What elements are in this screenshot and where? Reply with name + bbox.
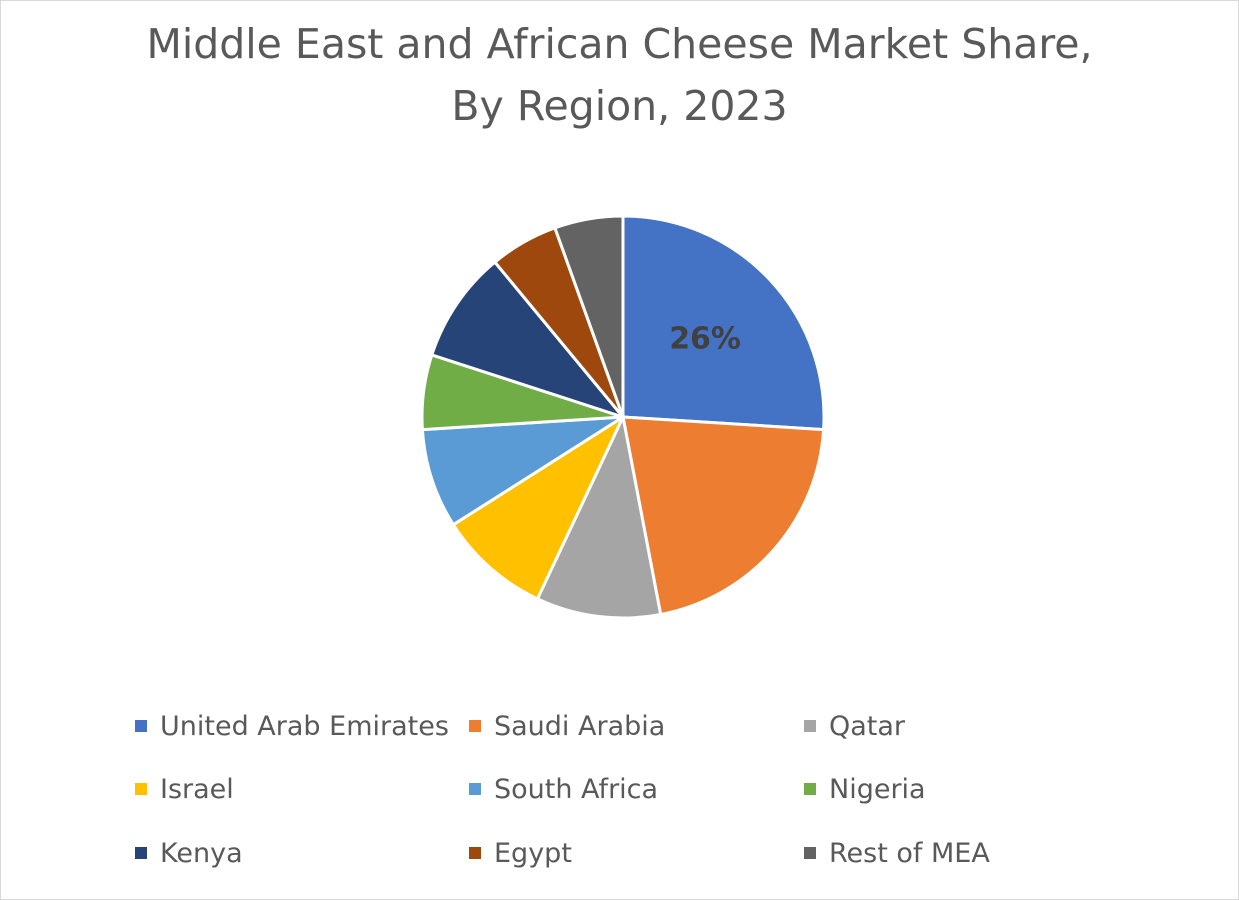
legend-label-qatar: Qatar bbox=[829, 710, 906, 742]
legend-swatch-qatar bbox=[804, 720, 816, 732]
pie-slice-qatar bbox=[535, 415, 663, 620]
legend-swatch-israel bbox=[135, 783, 147, 795]
chart-title-line-1: Middle East and African Cheese Market Sh… bbox=[146, 20, 1093, 68]
legend-label-united-arab-emirates: United Arab Emirates bbox=[160, 710, 449, 742]
legend-swatch-kenya bbox=[135, 847, 147, 859]
pie-slice-south-africa bbox=[420, 415, 625, 527]
legend-swatch-nigeria bbox=[804, 783, 816, 795]
legend-label-saudi-arabia: Saudi Arabia bbox=[494, 710, 666, 742]
pie-slice-saudi-arabia bbox=[621, 415, 826, 616]
legend-label-nigeria: Nigeria bbox=[829, 773, 926, 805]
legend-item-qatar: Qatar bbox=[804, 706, 905, 746]
legend-item-israel: Israel bbox=[135, 769, 234, 809]
chart-title-line-2: By Region, 2023 bbox=[451, 82, 788, 130]
legend-item-nigeria: Nigeria bbox=[804, 769, 926, 809]
legend-item-kenya: Kenya bbox=[135, 833, 243, 873]
legend-swatch-south-africa bbox=[469, 783, 481, 795]
pie-slice-kenya bbox=[430, 260, 625, 419]
legend-item-egypt: Egypt bbox=[469, 833, 572, 873]
legend-label-israel: Israel bbox=[160, 773, 234, 805]
legend-item-rest-of-mea: Rest of MEA bbox=[804, 833, 990, 873]
pie-slice-israel bbox=[451, 415, 625, 601]
legend-label-rest-of-mea: Rest of MEA bbox=[829, 837, 990, 869]
legend-label-egypt: Egypt bbox=[494, 837, 572, 869]
chart-title: Middle East and African Cheese Market Sh… bbox=[1, 13, 1238, 137]
legend-item-saudi-arabia: Saudi Arabia bbox=[469, 706, 665, 746]
legend-swatch-saudi-arabia bbox=[469, 720, 481, 732]
legend-swatch-rest-of-mea bbox=[804, 847, 816, 859]
pie-slice-united-arab-emirates bbox=[621, 214, 826, 432]
legend-item-united-arab-emirates: United Arab Emirates bbox=[135, 706, 449, 746]
pie-slice-rest-of-mea bbox=[553, 214, 625, 419]
legend-item-south-africa: South Africa bbox=[469, 769, 658, 809]
chart-legend: United Arab Emirates Saudi Arabia Qatar Isr… bbox=[135, 701, 1035, 891]
legend-label-kenya: Kenya bbox=[160, 837, 243, 869]
legend-label-south-africa: South Africa bbox=[494, 773, 659, 805]
legend-swatch-egypt bbox=[469, 847, 481, 859]
legend-swatch-united-arab-emirates bbox=[135, 720, 147, 732]
data-label-united-arab-emirates: 26% bbox=[669, 321, 741, 356]
